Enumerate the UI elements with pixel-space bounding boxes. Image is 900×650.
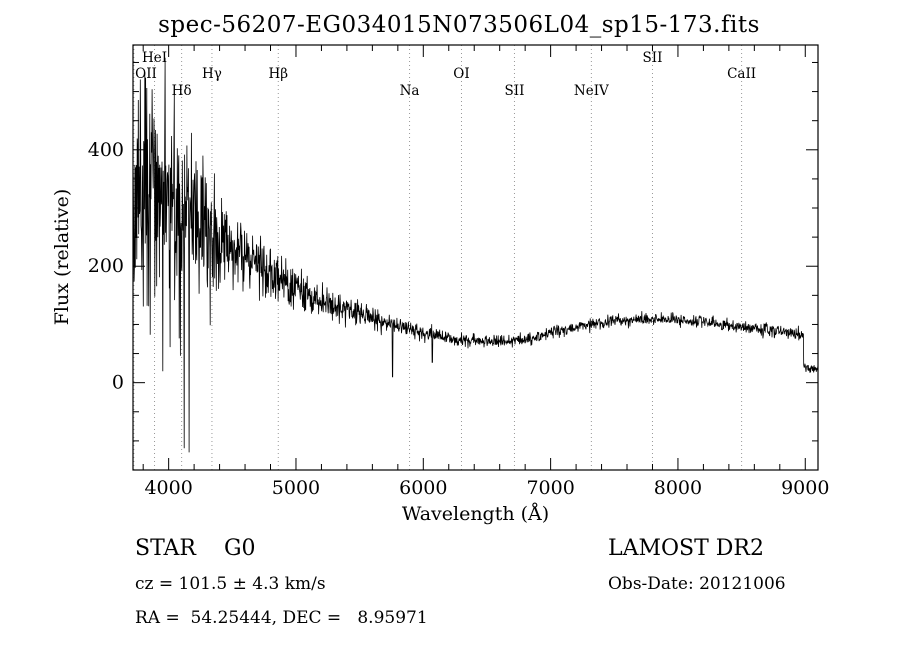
spectral-line-label: HeI [142,50,167,66]
spectral-line-label: NeIV [574,83,609,99]
spectral-line-label: Hγ [202,66,222,82]
survey-label: LAMOST DR2 [608,536,764,561]
spectral-line-label: CaII [727,66,756,82]
spectral-line-label: Na [400,83,420,99]
spectral-line-label: SII [505,83,525,99]
x-axis-label: Wavelength (Å) [401,503,550,525]
x-tick-label: 4000 [144,477,192,499]
spectral-line-label: OI [453,66,469,82]
spectral-line-label: OII [135,66,157,82]
y-tick-label: 200 [88,255,124,277]
spectral-line-label: SII [643,50,663,66]
cz-value: cz = 101.5 ± 4.3 km/s [135,574,326,594]
y-tick-label: 0 [112,372,124,394]
x-tick-label: 6000 [399,477,447,499]
ra-dec: RA = 54.25444, DEC = 8.95971 [135,608,428,628]
x-tick-label: 9000 [781,477,829,499]
plot-title: spec-56207-EG034015N073506L04_sp15-173.f… [158,12,760,38]
classification-label: STAR G0 [135,536,256,561]
obs-date: Obs-Date: 20121006 [608,574,786,594]
y-tick-label: 400 [88,139,124,161]
x-tick-label: 8000 [654,477,702,499]
spectral-line-label: Hδ [172,83,192,99]
plot-frame [132,44,819,471]
spectral-line-label: Hβ [268,66,288,82]
y-axis-label: Flux (relative) [51,188,73,326]
spectrum-trace [133,57,818,453]
x-tick-label: 7000 [526,477,574,499]
x-tick-label: 5000 [272,477,320,499]
